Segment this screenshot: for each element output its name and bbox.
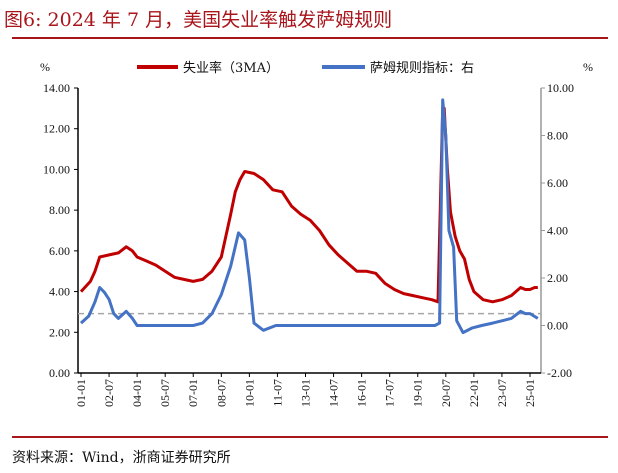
chart-title: 图6: 2024 年 7 月，美国失业率触发萨姆规则 (4, 9, 392, 31)
right-tick-label: 8.00 (547, 129, 568, 143)
x-tick-label: 04-01 (130, 379, 144, 407)
x-tick-label: 19-01 (411, 379, 425, 407)
left-tick-label: 0.00 (49, 366, 70, 380)
legend-label-sahm: 萨姆规则指标：右 (370, 61, 474, 76)
x-tick-label: 08-07 (214, 379, 228, 407)
source-note: 资料来源：Wind，浙商证券研究所 (12, 450, 231, 466)
x-tick-label: 05-07 (158, 379, 172, 407)
x-tick-label: 07-01 (186, 379, 200, 407)
left-tick-label: 10.00 (43, 162, 70, 176)
right-tick-label: 10.00 (547, 81, 574, 95)
x-tick-label: 23-07 (495, 379, 509, 407)
x-tick-label: 10-01 (242, 379, 256, 407)
left-tick-label: 2.00 (49, 325, 70, 339)
right-tick-label: 4.00 (547, 224, 568, 238)
x-tick-label: 01-01 (74, 379, 88, 407)
right-tick-label: 0.00 (547, 319, 568, 333)
unemployment-line (79, 106, 538, 304)
left-tick-label: 4.00 (49, 285, 70, 299)
left-unit: % (40, 60, 50, 74)
x-tick-label: 14-07 (327, 379, 341, 407)
left-tick-label: 14.00 (43, 81, 70, 95)
x-tick-label: 25-01 (523, 379, 537, 407)
right-tick-label: 6.00 (547, 176, 568, 190)
x-tick-label: 17-07 (383, 379, 397, 407)
x-tick-label: 02-07 (102, 379, 116, 407)
left-tick-label: 12.00 (43, 122, 70, 136)
x-tick-label: 11-07 (270, 379, 284, 407)
x-tick-label: 16-01 (355, 379, 369, 407)
x-tick-label: 13-01 (298, 379, 312, 407)
x-tick-label: 22-01 (467, 379, 481, 407)
x-tick-label: 20-07 (439, 379, 453, 407)
left-tick-label: 6.00 (49, 244, 70, 258)
left-tick-label: 8.00 (49, 203, 70, 217)
legend-label-unemployment: 失业率（3MA） (183, 60, 279, 76)
right-tick-label: 2.00 (547, 271, 568, 285)
legend: 失业率（3MA） 萨姆规则指标：右 (137, 60, 474, 76)
sahm-rule-line (79, 98, 539, 335)
right-unit: % (583, 60, 593, 74)
right-tick-label: -2.00 (547, 366, 572, 380)
